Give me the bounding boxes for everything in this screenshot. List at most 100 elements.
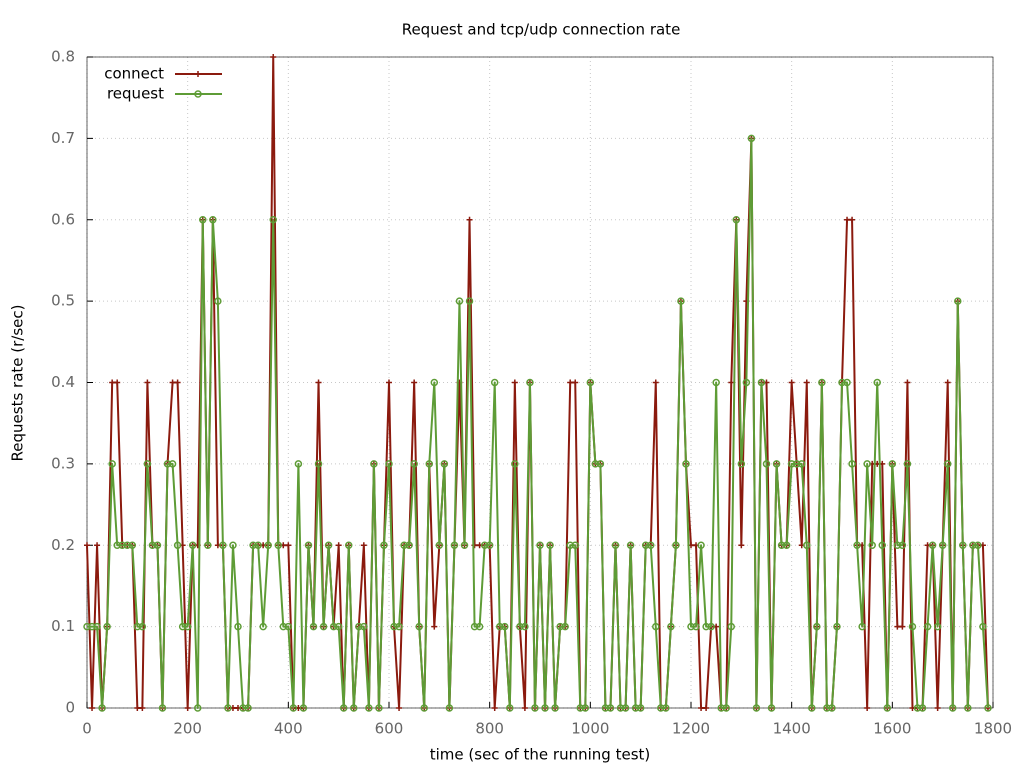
point (516, 622, 524, 631)
point (103, 622, 111, 631)
y-tick-label: 0.5 (51, 292, 75, 310)
point (490, 378, 499, 387)
point (938, 541, 947, 549)
point (788, 379, 795, 386)
point (269, 216, 277, 224)
point (878, 541, 887, 549)
point (93, 622, 101, 631)
point (511, 460, 519, 468)
y-tick-label: 0 (65, 699, 75, 717)
point (244, 704, 252, 712)
point (209, 216, 217, 224)
point (898, 541, 907, 549)
point (173, 541, 182, 549)
point (501, 622, 509, 631)
point (370, 460, 378, 468)
x-tick-label: 1600 (873, 720, 911, 738)
point (928, 541, 937, 549)
point (923, 622, 932, 631)
y-tick-label: 0.8 (51, 48, 75, 66)
point (888, 460, 897, 468)
y-tick-label: 0.3 (51, 454, 75, 472)
point (334, 622, 343, 631)
point (521, 622, 529, 631)
point (728, 379, 735, 386)
point (672, 541, 680, 549)
point (264, 541, 272, 549)
point (114, 379, 121, 386)
point (853, 541, 861, 549)
point (385, 460, 393, 468)
point (425, 460, 434, 468)
point (526, 378, 534, 387)
point (511, 379, 518, 386)
point (641, 541, 650, 549)
x-tick-label: 1000 (571, 720, 609, 738)
point (304, 541, 313, 549)
point (772, 460, 781, 468)
point (596, 460, 605, 468)
point (214, 297, 222, 305)
point (777, 541, 786, 549)
point (844, 216, 851, 223)
point (727, 622, 736, 631)
point (944, 379, 951, 386)
plot-frame (86, 56, 994, 709)
point (591, 460, 600, 468)
point (848, 460, 856, 468)
point (113, 541, 121, 549)
point (169, 379, 176, 386)
point (314, 460, 323, 468)
point (153, 541, 162, 549)
point (360, 542, 367, 549)
point (652, 379, 659, 386)
point (475, 622, 484, 631)
point (828, 704, 836, 712)
point (440, 460, 449, 468)
point (702, 622, 710, 631)
point (843, 378, 851, 387)
point (204, 541, 212, 549)
point (168, 460, 177, 468)
point (586, 378, 595, 387)
point (88, 622, 96, 631)
point (405, 541, 413, 549)
point (380, 541, 388, 549)
point (299, 704, 308, 712)
point (89, 705, 96, 711)
point (183, 622, 192, 631)
point (184, 705, 191, 711)
point (943, 460, 952, 468)
point (797, 460, 806, 468)
point (285, 542, 292, 549)
point (646, 541, 655, 549)
point (601, 704, 610, 712)
point (109, 379, 116, 386)
point (495, 622, 504, 631)
point (365, 704, 373, 712)
point (883, 704, 892, 712)
point (274, 541, 283, 549)
point (838, 378, 846, 387)
point (849, 216, 856, 223)
point (818, 378, 826, 387)
point (239, 704, 247, 712)
point (712, 378, 720, 387)
point (969, 541, 977, 549)
point (289, 704, 298, 712)
point (868, 541, 876, 549)
point (551, 704, 559, 712)
point (445, 704, 454, 712)
point (561, 622, 569, 631)
point (893, 541, 902, 549)
x-tick-label: 1800 (974, 720, 1012, 738)
point (717, 704, 725, 712)
point (752, 704, 761, 712)
point (480, 541, 489, 549)
point (360, 622, 368, 631)
y-tick-label: 0.6 (51, 210, 75, 228)
point (94, 542, 101, 549)
point (616, 704, 625, 712)
point (84, 542, 90, 549)
point (657, 704, 665, 712)
